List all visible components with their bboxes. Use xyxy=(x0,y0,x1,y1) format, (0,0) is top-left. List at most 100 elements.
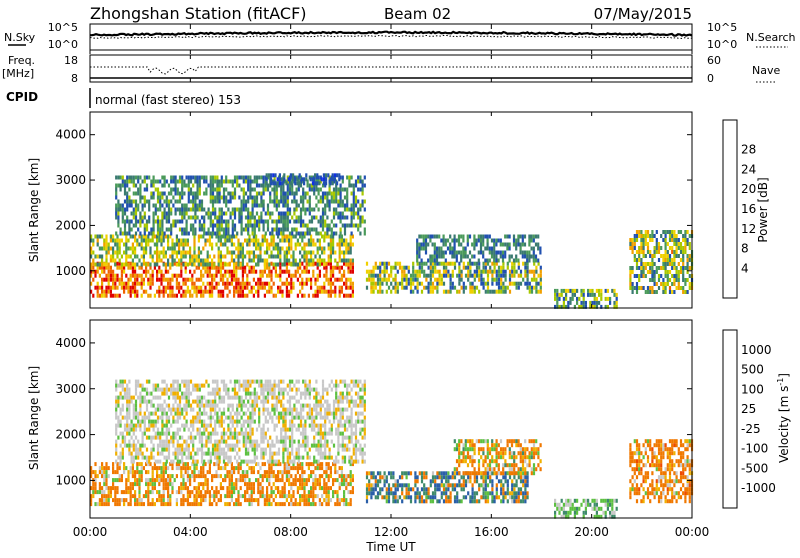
velocity-cell xyxy=(193,502,195,506)
velocity-cell xyxy=(122,396,124,400)
power-cell xyxy=(203,224,205,228)
power-cell xyxy=(319,247,321,251)
power-cell xyxy=(176,294,178,298)
power-cell xyxy=(438,251,440,255)
power-cell xyxy=(243,192,245,196)
velocity-cell xyxy=(103,470,105,474)
velocity-cell xyxy=(345,474,347,478)
power-cell xyxy=(134,294,136,298)
power-cell xyxy=(251,259,253,263)
velocity-cell xyxy=(231,486,233,490)
power-cell xyxy=(306,282,308,286)
power-cell xyxy=(406,266,408,270)
power-cell xyxy=(244,255,246,259)
velocity-cell xyxy=(286,474,288,478)
power-cell xyxy=(291,216,293,220)
power-cell xyxy=(308,239,310,243)
velocity-cell xyxy=(163,486,165,490)
power-cell xyxy=(158,259,160,263)
velocity-cell xyxy=(139,404,141,408)
power-cell xyxy=(647,290,649,294)
power-cell xyxy=(684,238,686,242)
velocity-cell xyxy=(234,432,236,436)
velocity-cell xyxy=(122,432,124,436)
velocity-cell xyxy=(164,408,166,412)
velocity-cell xyxy=(99,498,101,502)
velocity-cell xyxy=(163,474,165,478)
power-cell xyxy=(535,243,537,247)
velocity-cell xyxy=(214,420,216,424)
power-cell xyxy=(237,243,239,247)
power-cell xyxy=(189,290,191,294)
velocity-cell xyxy=(194,460,196,464)
power-cell xyxy=(145,239,147,243)
velocity-cell xyxy=(288,502,290,506)
power-cell xyxy=(296,200,298,204)
velocity-cell xyxy=(163,470,165,474)
power-cell xyxy=(676,278,678,282)
power-cell xyxy=(297,270,299,274)
velocity-cell xyxy=(246,482,248,486)
velocity-cell xyxy=(225,416,227,420)
velocity-cell xyxy=(213,462,215,466)
power-cell xyxy=(105,294,107,298)
power-cell xyxy=(345,259,347,263)
power-cell xyxy=(300,216,302,220)
power-cell xyxy=(223,192,225,196)
velocity-cell xyxy=(138,498,140,502)
power-cell xyxy=(332,239,334,243)
velocity-cell xyxy=(189,502,191,506)
power-cell xyxy=(207,251,209,255)
power-cell xyxy=(607,289,609,293)
power-cell xyxy=(665,262,667,266)
power-cell xyxy=(432,266,434,270)
velocity-cell xyxy=(132,494,134,498)
power-cell xyxy=(201,224,203,228)
velocity-cell xyxy=(257,502,259,506)
power-cell xyxy=(188,180,190,184)
velocity-cell xyxy=(135,392,137,396)
velocity-cell xyxy=(158,494,160,498)
power-cell xyxy=(613,301,615,305)
power-cell xyxy=(190,200,192,204)
power-cell xyxy=(240,255,242,259)
power-cell xyxy=(370,286,372,290)
velocity-cell xyxy=(108,486,110,490)
power-cell xyxy=(370,290,372,294)
velocity-cell xyxy=(144,396,146,400)
power-cell xyxy=(152,270,154,274)
velocity-cell xyxy=(187,490,189,494)
power-cell xyxy=(163,247,165,251)
power-cell xyxy=(312,181,314,185)
velocity-cell xyxy=(190,432,192,436)
power-cell xyxy=(531,290,533,294)
power-cell xyxy=(227,180,229,184)
power-cell xyxy=(528,243,530,247)
power-cell xyxy=(153,224,155,228)
power-cell xyxy=(210,220,212,224)
power-cell xyxy=(127,282,129,286)
velocity-cell xyxy=(266,498,268,502)
power-cell xyxy=(673,234,675,238)
power-cell xyxy=(246,239,248,243)
velocity-cell xyxy=(188,380,190,384)
power-cell xyxy=(509,278,511,282)
velocity-cell xyxy=(122,440,124,444)
power-cell xyxy=(678,262,680,266)
velocity-cell xyxy=(219,448,221,452)
power-cell xyxy=(684,242,686,246)
power-cell xyxy=(505,278,507,282)
power-cell xyxy=(105,274,107,278)
velocity-cell xyxy=(138,470,140,474)
power-cell xyxy=(246,263,248,267)
power-cell xyxy=(421,270,423,274)
velocity-cell xyxy=(208,432,210,436)
velocity-cell xyxy=(122,384,124,388)
velocity-cell xyxy=(177,404,179,408)
power-cell xyxy=(339,278,341,282)
power-cell xyxy=(498,239,500,243)
power-cell xyxy=(522,239,524,243)
power-cell xyxy=(204,286,206,290)
power-cell xyxy=(348,224,350,228)
power-cell xyxy=(282,196,284,200)
